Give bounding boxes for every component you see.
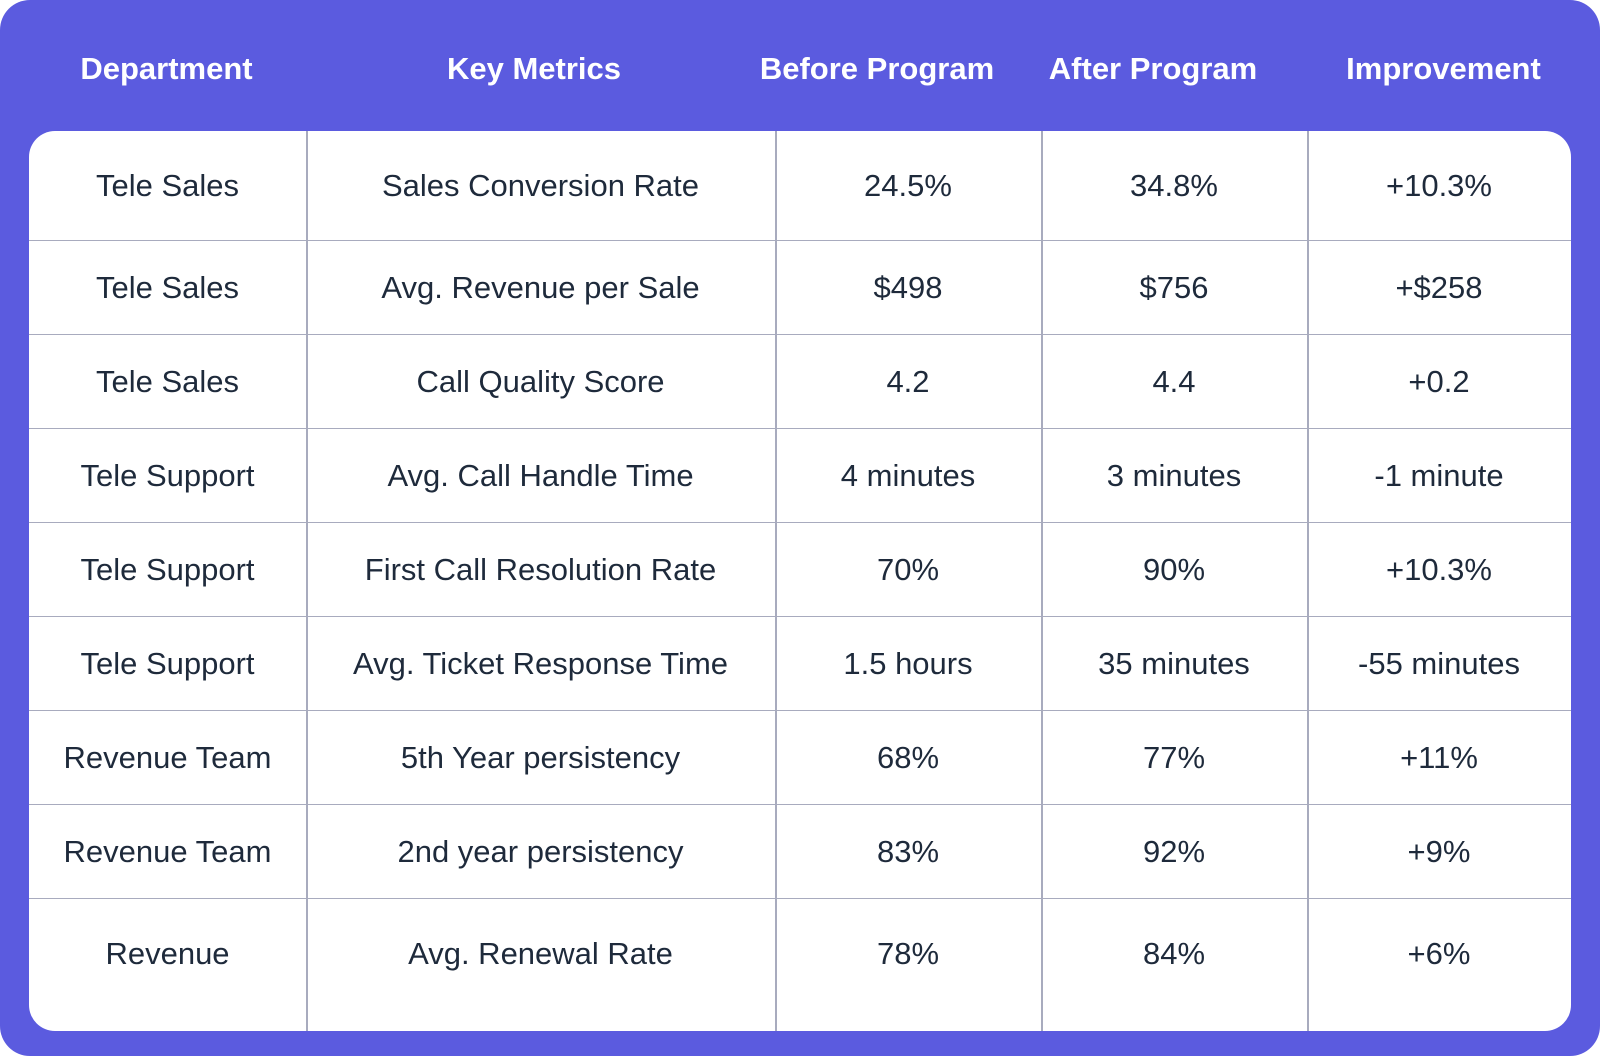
cell-after: 77% xyxy=(1142,739,1206,775)
cell-metric: First Call Resolution Rate xyxy=(364,551,717,587)
cell-before: 70% xyxy=(876,551,940,587)
cell-after: 92% xyxy=(1142,833,1206,869)
cell-metric: Avg. Revenue per Sale xyxy=(381,269,700,305)
cell-department: Tele Sales xyxy=(95,363,240,399)
column-divider xyxy=(306,131,308,1031)
cell-improvement: +10.3% xyxy=(1385,551,1492,587)
cell-department: Tele Support xyxy=(80,457,255,493)
table-row: Tele Support First Call Resolution Rate … xyxy=(29,523,1571,617)
cell-improvement: +9% xyxy=(1407,833,1471,869)
table-row: Revenue Team 2nd year persistency 83% 92… xyxy=(29,805,1571,899)
cell-improvement: +$258 xyxy=(1395,269,1483,305)
cell-metric: 5th Year persistency xyxy=(400,739,681,775)
cell-before: $498 xyxy=(873,269,943,305)
cell-department: Revenue Team xyxy=(63,739,272,775)
cell-department: Tele Support xyxy=(80,645,255,681)
cell-metric: Sales Conversion Rate xyxy=(381,167,700,203)
cell-department: Tele Support xyxy=(80,551,255,587)
column-divider xyxy=(775,131,777,1031)
cell-after: 90% xyxy=(1142,551,1206,587)
table-row: Tele Sales Avg. Revenue per Sale $498 $7… xyxy=(29,241,1571,335)
header-department: Department xyxy=(80,51,253,86)
table-row: Tele Sales Call Quality Score 4.2 4.4 +0… xyxy=(29,335,1571,429)
cell-department: Revenue xyxy=(105,936,230,971)
header-key-metrics: Key Metrics xyxy=(446,51,622,86)
cell-improvement: -55 minutes xyxy=(1358,645,1520,681)
table-row: Tele Sales Sales Conversion Rate 24.5% 3… xyxy=(29,131,1571,241)
table-row: Tele Support Avg. Ticket Response Time 1… xyxy=(29,617,1571,711)
cell-before: 4.2 xyxy=(886,363,930,399)
cell-after: 3 minutes xyxy=(1106,457,1242,493)
cell-before: 68% xyxy=(876,739,940,775)
cell-department: Revenue Team xyxy=(63,833,272,869)
cell-after: 4.4 xyxy=(1152,363,1196,399)
cell-metric: Avg. Ticket Response Time xyxy=(352,645,729,681)
cell-improvement: +0.2 xyxy=(1408,363,1470,399)
table-row: Revenue Avg. Renewal Rate 78% 84% +6% xyxy=(29,899,1571,1031)
column-divider xyxy=(1307,131,1309,1031)
table-body: Tele Sales Sales Conversion Rate 24.5% 3… xyxy=(29,131,1571,1031)
cell-improvement: +11% xyxy=(1400,739,1478,775)
column-divider xyxy=(1041,131,1043,1031)
cell-metric: Avg. Renewal Rate xyxy=(408,936,673,971)
cell-after: 84% xyxy=(1142,936,1206,971)
table-row: Revenue Team 5th Year persistency 68% 77… xyxy=(29,711,1571,805)
cell-metric: Avg. Call Handle Time xyxy=(387,457,694,493)
cell-after: 34.8% xyxy=(1130,167,1218,203)
cell-before: 24.5% xyxy=(864,167,952,203)
cell-before: 4 minutes xyxy=(840,457,976,493)
cell-after: $756 xyxy=(1139,269,1209,305)
cell-before: 78% xyxy=(876,936,940,971)
cell-before: 83% xyxy=(876,833,940,869)
cell-metric: Call Quality Score xyxy=(416,363,665,399)
header-improvement: Improvement xyxy=(1346,51,1541,86)
cell-metric: 2nd year persistency xyxy=(397,833,684,869)
header-after-program: After Program xyxy=(1048,51,1258,86)
cell-improvement: -1 minute xyxy=(1374,457,1504,493)
cell-after: 35 minutes xyxy=(1098,645,1250,681)
table-row: Tele Support Avg. Call Handle Time 4 min… xyxy=(29,429,1571,523)
cell-department: Tele Sales xyxy=(95,167,240,203)
cell-improvement: +6% xyxy=(1407,936,1471,971)
cell-department: Tele Sales xyxy=(95,269,240,305)
cell-before: 1.5 hours xyxy=(843,645,973,681)
header-before-program: Before Program xyxy=(759,51,995,86)
table-header: Department Key Metrics Before Program Af… xyxy=(0,0,1600,132)
cell-improvement: +10.3% xyxy=(1385,167,1492,203)
